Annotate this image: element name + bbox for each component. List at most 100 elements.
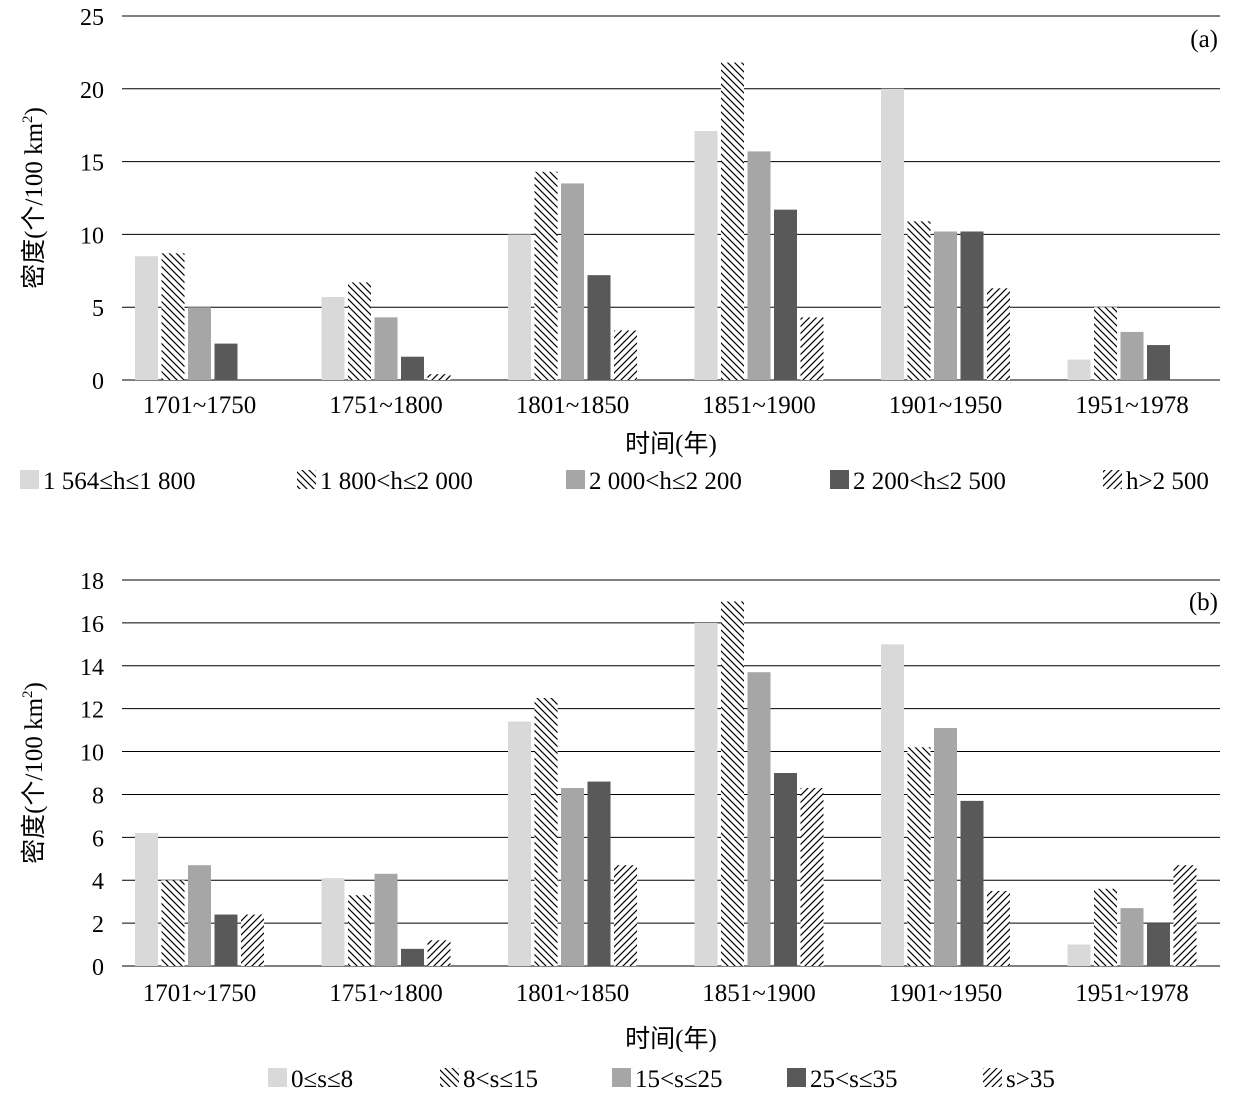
panel-b-bar-s3-1851-1900 — [747, 672, 771, 966]
panel-b-bar-s1-1801-1850 — [508, 721, 531, 966]
panel-a-x-tick-label-1901-1950: 1901~1950 — [889, 392, 1003, 419]
panel-b-bar-s3-1951-1978 — [1120, 908, 1144, 966]
panel-b-y-tick-label-16: 16 — [80, 612, 104, 638]
panel-b-y-tick-label-2: 2 — [92, 912, 104, 938]
panel-b-legend-label-4: 25<s≤35 — [810, 1066, 898, 1093]
panel-a-bar-s2-1851-1900 — [721, 62, 744, 380]
panel-b-chart: 0 2 4 6 8 10 12 14 16 18 1701~1750 1751~1800 1801~18… — [20, 569, 1220, 1093]
panel-a-bar-s4-1901-1950 — [960, 231, 984, 380]
panel-a-bar-s5-1901-1950 — [987, 288, 1010, 380]
panel-a-bar-s2-1701-1750 — [161, 253, 185, 380]
panel-b-bar-s2-1801-1850 — [534, 697, 558, 966]
panel-b-bar-s5-1851-1900 — [800, 788, 824, 966]
panel-a-y-tick-label-5: 5 — [92, 296, 104, 322]
panel-a-bar-s5-1851-1900 — [800, 317, 824, 380]
panel-b-y-axis-title: 密度(个/100 km2) — [20, 682, 48, 864]
panel-b-y-tick-label-18: 18 — [80, 569, 104, 595]
panel-b-y-tick-label-10: 10 — [80, 741, 104, 767]
panel-b-bar-s3-1801-1850 — [561, 788, 584, 966]
panel-b-legend-swatch-5 — [983, 1068, 1002, 1087]
panel-b-y-tick-label-4: 4 — [92, 869, 104, 895]
panel-b-bar-s1-1751-1800 — [321, 878, 345, 966]
panel-b-bar-s5-1901-1950 — [987, 890, 1010, 966]
panel-b-bar-s3-1901-1950 — [934, 727, 957, 966]
panel-a-bar-s4-1951-1978 — [1147, 345, 1170, 380]
panel-a-legend-label-3: 2 000<h≤2 200 — [589, 468, 742, 495]
panel-b-x-tick-label-1701-1750: 1701~1750 — [143, 980, 257, 1007]
panel-a-x-tick-label-1801-1850: 1801~1850 — [516, 392, 630, 419]
panel-a-y-tick-label-25: 25 — [80, 5, 104, 31]
panel-a-bar-s3-1701-1750 — [188, 307, 211, 380]
panel-b-bar-s2-1901-1950 — [907, 747, 931, 966]
panel-b-bar-s4-1801-1850 — [587, 781, 611, 966]
panel-b-x-tick-label-1951-1978: 1951~1978 — [1075, 980, 1189, 1007]
panel-b-y-tick-label-8: 8 — [92, 783, 104, 809]
panel-b-bar-s3-1751-1800 — [374, 873, 398, 966]
panel-b-legend-label-3: 15<s≤25 — [635, 1066, 723, 1093]
panel-b-y-tick-label-12: 12 — [80, 698, 104, 724]
panel-a-y-tick-label-15: 15 — [80, 151, 104, 177]
panel-a-bar-s1-1801-1850 — [508, 234, 531, 380]
panel-a-x-tick-label-1851-1900: 1851~1900 — [702, 392, 816, 419]
panel-b-bar-s4-1901-1950 — [960, 800, 984, 966]
panel-a-legend-label-2: 1 800<h≤2 000 — [320, 468, 473, 495]
panel-b-x-tick-label-1851-1900: 1851~1900 — [702, 980, 816, 1007]
panel-a-bar-s5-1801-1850 — [614, 330, 637, 380]
panel-b-y-tick-label-14: 14 — [80, 655, 104, 681]
panel-b-legend-label-2: 8<s≤15 — [463, 1066, 538, 1093]
panel-a-bar-s4-1851-1900 — [774, 209, 797, 380]
panel-b-bar-s4-1751-1800 — [401, 948, 424, 966]
panel-b-bar-s1-1901-1950 — [881, 644, 904, 966]
panel-b-bar-s2-1701-1750 — [161, 880, 185, 966]
panel-b-legend-label-1: 0≤s≤8 — [291, 1066, 353, 1093]
panel-a-bar-s2-1901-1950 — [907, 221, 931, 380]
panel-b-x-axis-title: 时间(年) — [625, 1025, 717, 1053]
panel-a-bar-s2-1801-1850 — [534, 171, 558, 380]
panel-b-legend-swatch-2 — [440, 1068, 459, 1087]
panel-b-bar-s1-1851-1900 — [694, 622, 718, 966]
panel-b-bar-s3-1701-1750 — [188, 865, 211, 966]
panel-b-bar-s4-1701-1750 — [214, 914, 238, 966]
panel-b-bar-s5-1801-1850 — [614, 865, 637, 966]
panel-b-bar-s2-1951-1978 — [1094, 888, 1117, 966]
panel-b-bar-s4-1851-1900 — [774, 773, 797, 966]
panel-a-y-tick-label-10: 10 — [80, 223, 104, 249]
panel-b-x-tick-label-1801-1850: 1801~1850 — [516, 980, 630, 1007]
panel-a-y-axis-title: 密度(个/100 km2) — [20, 107, 48, 289]
panel-b-bar-s5-1751-1800 — [427, 940, 451, 966]
panel-a-bar-s3-1801-1850 — [561, 183, 584, 380]
panel-a-x-tick-label-1751-1800: 1751~1800 — [329, 392, 443, 419]
panel-b-panel-label: (b) — [1189, 589, 1218, 616]
panel-b-y-tick-label-0: 0 — [92, 955, 104, 981]
panel-a-bar-s2-1751-1800 — [348, 282, 371, 380]
panel-a-bar-s5-1751-1800 — [427, 374, 451, 380]
panel-a-chart: 0 5 10 15 20 25 1701~1750 1751~1800 1801~1850 185… — [20, 5, 1220, 495]
panel-a-bar-s1-1751-1800 — [321, 297, 345, 380]
panel-a-bar-s1-1951-1978 — [1067, 359, 1091, 380]
panel-a-bar-s2-1951-1978 — [1094, 307, 1117, 380]
panel-b-legend-swatch-4 — [787, 1068, 806, 1087]
panel-a-bar-s3-1751-1800 — [374, 317, 398, 380]
panel-a-bar-s4-1751-1800 — [401, 356, 424, 380]
panel-b-x-tick-label-1901-1950: 1901~1950 — [889, 980, 1003, 1007]
panel-a-bar-s4-1701-1750 — [214, 343, 238, 380]
panel-a-bar-s3-1851-1900 — [747, 151, 771, 380]
panel-a-legend-swatch-3 — [566, 470, 585, 489]
panel-b-bar-s1-1951-1978 — [1067, 944, 1091, 966]
panel-a-bar-s3-1951-1978 — [1120, 331, 1144, 380]
panel-a-legend-swatch-2 — [297, 470, 316, 489]
panel-a-x-tick-label-1701-1750: 1701~1750 — [143, 392, 257, 419]
panel-a-bar-s3-1901-1950 — [934, 231, 957, 380]
panel-b-legend-label-5: s>35 — [1006, 1066, 1055, 1093]
panel-b-legend-swatch-3 — [612, 1068, 631, 1087]
panel-a-legend-swatch-4 — [830, 470, 849, 489]
panel-a-bar-s1-1851-1900 — [694, 131, 718, 380]
panel-a-legend-label-4: 2 200<h≤2 500 — [853, 468, 1006, 495]
panel-a-x-axis-title: 时间(年) — [625, 430, 717, 458]
panel-b-bar-s2-1751-1800 — [348, 895, 371, 966]
panel-a-legend-swatch-1 — [20, 470, 39, 489]
panel-a-bar-s1-1901-1950 — [881, 88, 904, 381]
panel-b-y-tick-label-6: 6 — [92, 826, 104, 852]
panel-b-bar-s5-1701-1750 — [241, 914, 264, 966]
